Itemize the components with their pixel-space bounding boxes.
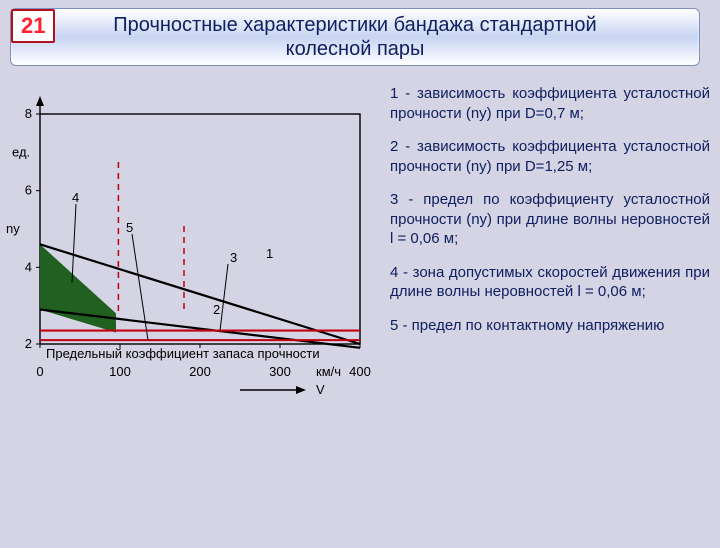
legend-item-3: 3 - предел по коэффициенту усталостной п… <box>390 190 710 249</box>
chart-svg: 2 4 6 8 ед. nу 4 5 3 1 2 Предельный коэффициент зап… <box>0 84 380 414</box>
title-bar: 21 Прочностные характеристики бандажа ст… <box>10 8 700 66</box>
svg-text:100: 100 <box>109 364 131 379</box>
svg-text:5: 5 <box>126 220 133 235</box>
legend-item-5: 5 - предел по контактному напряжению <box>390 316 710 336</box>
legend: 1 - зависимость коэффи­циента усталостно… <box>390 84 710 414</box>
chart-container: 2 4 6 8 ед. nу 4 5 3 1 2 Предельный коэффициент зап… <box>0 84 380 414</box>
svg-text:2: 2 <box>213 302 220 317</box>
svg-text:300: 300 <box>269 364 291 379</box>
svg-text:0: 0 <box>36 364 43 379</box>
svg-text:8: 8 <box>25 106 32 121</box>
svg-text:4: 4 <box>25 259 32 274</box>
legend-item-1: 1 - зависимость коэффи­циента усталостно… <box>390 84 710 123</box>
svg-text:4: 4 <box>72 190 79 205</box>
svg-text:Предельный коэффициент запаса: Предельный коэффициент запаса прочности <box>46 346 320 361</box>
content-row: 2 4 6 8 ед. nу 4 5 3 1 2 Предельный коэффициент зап… <box>0 84 720 414</box>
title-line1: Прочностные характеристики бандажа станд… <box>113 14 596 36</box>
title-line2: колесной пары <box>286 38 425 60</box>
svg-text:2: 2 <box>25 336 32 351</box>
svg-text:200: 200 <box>189 364 211 379</box>
svg-text:ед.: ед. <box>12 144 30 159</box>
svg-text:400: 400 <box>349 364 371 379</box>
svg-text:1: 1 <box>266 246 273 261</box>
slide-number: 21 <box>11 9 55 43</box>
legend-item-4: 4 - зона допустимых скоростей движения п… <box>390 263 710 302</box>
svg-text:V: V <box>316 382 325 397</box>
svg-text:3: 3 <box>230 250 237 265</box>
svg-text:км/ч: км/ч <box>316 364 341 379</box>
svg-text:nу: nу <box>6 221 20 236</box>
slide-title: Прочностные характеристики бандажа станд… <box>11 9 699 61</box>
legend-item-2: 2 - зависимость коэффи­циента усталостно… <box>390 137 710 176</box>
svg-text:6: 6 <box>25 183 32 198</box>
